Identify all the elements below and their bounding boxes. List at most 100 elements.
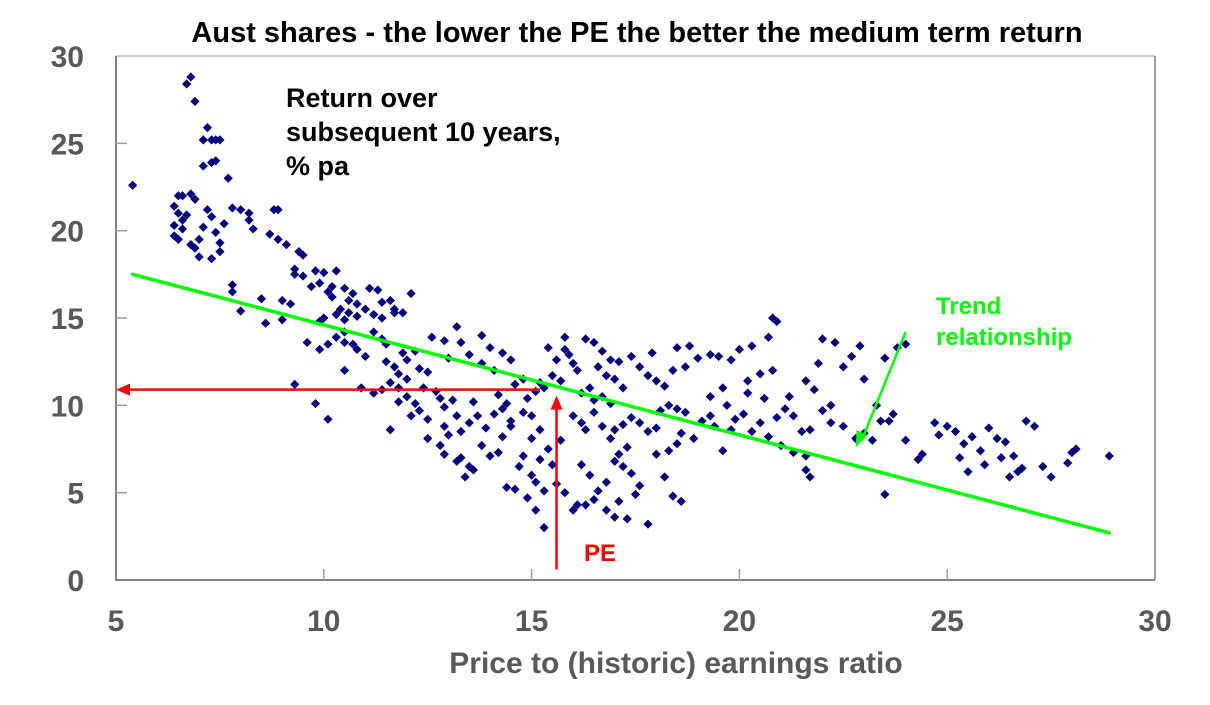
data-point — [581, 425, 591, 435]
data-point — [510, 484, 520, 494]
x-axis-label: Price to (historic) earnings ratio — [449, 647, 902, 680]
y-tick-label: 15 — [51, 303, 84, 336]
data-point — [489, 409, 499, 419]
data-point — [315, 344, 325, 355]
data-point — [593, 362, 603, 372]
data-point — [215, 247, 225, 257]
trend-pointer-arrowhead — [855, 430, 868, 448]
data-point — [560, 488, 570, 498]
data-point — [435, 393, 445, 403]
data-point — [497, 432, 508, 442]
y-tick-label: 5 — [67, 478, 84, 511]
data-point — [560, 344, 570, 355]
data-point — [398, 308, 408, 318]
data-point — [1104, 451, 1114, 461]
data-point — [772, 412, 782, 423]
data-point — [373, 285, 383, 295]
data-point — [581, 500, 591, 510]
data-point — [369, 327, 379, 337]
data-point — [1009, 451, 1019, 461]
data-point — [531, 477, 541, 487]
data-point — [635, 481, 645, 491]
trend-line — [130, 272, 1112, 535]
chart-title: Aust shares - the lower the PE the bette… — [191, 17, 1082, 49]
data-point — [817, 405, 828, 416]
data-point — [593, 486, 603, 496]
data-point — [788, 411, 799, 421]
data-point — [423, 414, 433, 424]
data-point — [273, 205, 283, 215]
data-point — [801, 451, 811, 461]
data-point — [576, 418, 587, 428]
data-point — [493, 447, 503, 458]
data-point — [901, 435, 911, 445]
data-point — [518, 407, 528, 417]
data-point — [630, 489, 641, 500]
data-point — [377, 297, 387, 307]
data-point — [427, 332, 437, 342]
data-point — [568, 411, 578, 421]
data-point — [219, 219, 229, 229]
data-point — [215, 238, 225, 248]
data-point — [194, 234, 204, 244]
data-point — [273, 234, 283, 244]
data-point — [668, 365, 678, 375]
trend-pointer-arrow — [860, 331, 907, 441]
data-point — [381, 339, 391, 349]
data-point — [643, 371, 653, 381]
data-point — [817, 334, 828, 344]
data-point — [959, 439, 969, 449]
data-point — [551, 355, 562, 365]
data-point — [468, 397, 479, 407]
y-axis-note-line-2: subsequent 10 years, — [286, 117, 561, 147]
data-point — [227, 280, 237, 290]
data-point — [277, 315, 287, 325]
data-point — [456, 426, 466, 437]
data-point — [1046, 472, 1056, 482]
data-point — [448, 395, 458, 405]
data-point — [206, 254, 217, 264]
data-point — [202, 205, 213, 215]
data-point — [643, 426, 653, 437]
data-point — [348, 339, 358, 349]
data-point — [651, 376, 661, 386]
data-point — [539, 383, 549, 393]
y-axis-note-line-3: % pa — [286, 151, 350, 181]
data-point — [323, 339, 333, 349]
data-point — [589, 495, 599, 505]
data-point — [589, 407, 599, 417]
data-point — [610, 425, 620, 435]
data-point — [618, 461, 628, 472]
data-point — [456, 337, 466, 348]
data-point — [406, 288, 416, 299]
data-point — [402, 392, 412, 402]
data-point — [635, 418, 645, 428]
data-point — [177, 191, 188, 201]
data-point — [452, 322, 462, 332]
data-point — [934, 430, 944, 440]
data-point — [572, 500, 582, 510]
data-point — [319, 267, 329, 278]
data-point — [680, 362, 690, 372]
data-point — [668, 491, 678, 501]
data-point — [755, 369, 765, 379]
data-point — [576, 460, 587, 470]
data-point — [339, 315, 350, 325]
data-point — [547, 371, 557, 381]
data-point — [472, 411, 483, 421]
data-point — [618, 419, 628, 430]
data-point — [755, 418, 765, 428]
data-point — [605, 355, 616, 365]
data-point — [643, 519, 653, 529]
data-point — [659, 381, 670, 391]
data-point — [867, 435, 877, 445]
data-point — [726, 355, 736, 365]
data-point — [423, 433, 433, 444]
data-point — [614, 357, 624, 367]
data-point — [531, 505, 541, 515]
y-tick-label: 0 — [67, 565, 84, 598]
data-point — [1067, 447, 1077, 458]
data-point — [930, 418, 940, 428]
data-point — [597, 346, 607, 356]
y-axis-note-line-1: Return over — [286, 83, 438, 113]
